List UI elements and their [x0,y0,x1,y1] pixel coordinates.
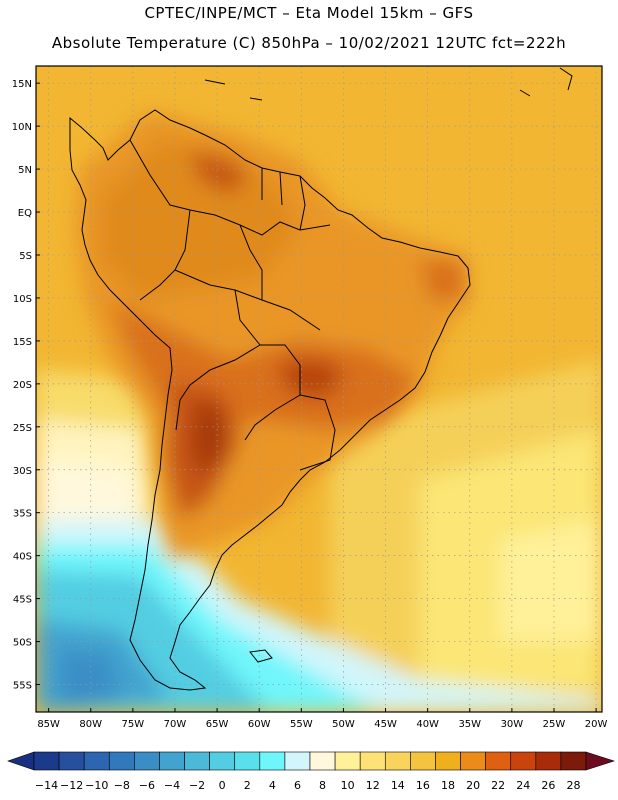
colorbar-swatch [334,751,361,771]
colorbar: −14 −12 −10 −8 −6 −4 −2 0 2 4 6 8 10 12 14 16 18 20 22 24 26… [7,751,615,792]
colorbar-low-arrow [7,751,35,771]
map-title-line1: CPTEC/INPE/MCT – Eta Model 15km – GFS [144,4,474,22]
falklands [249,649,273,663]
colorbar-label: −14 [35,779,58,792]
lat-label: 55S [13,681,32,692]
colorbar-swatch [460,751,486,771]
colorbar-label: 16 [416,779,430,792]
temperature-map: 15N 10N 5N EQ 5S 10S 15S 20S 25S 30S 35S 40S 45S 50S 5… [12,65,608,730]
lat-label: 50S [13,638,32,649]
colorbar-swatch [410,751,436,771]
colorbar-label: −2 [189,779,205,792]
lat-label: 20S [13,380,32,391]
colorbar-label: 8 [319,779,326,792]
colorbar-label: 20 [466,779,480,792]
lat-label: 35S [13,509,32,520]
lon-label: 20W [585,719,608,730]
colorbar-boxes [7,751,615,771]
colorbar-swatch [83,751,110,771]
lon-label: 25W [543,719,566,730]
colorbar-swatch [435,751,461,771]
colorbar-label: 22 [491,779,505,792]
colorbar-swatch [384,751,411,771]
lon-label: 80W [79,719,102,730]
colorbar-label: 28 [566,779,580,792]
colorbar-label: 10 [341,779,355,792]
colorbar-swatch [108,751,135,771]
colorbar-label: 0 [219,779,226,792]
lat-label: 40S [13,552,32,563]
colorbar-label: −8 [114,779,130,792]
colorbar-swatch [560,751,587,771]
lat-label: 5N [18,165,32,176]
colorbar-swatch [535,751,562,771]
colorbar-swatch [134,751,160,771]
colorbar-label: 14 [391,779,405,792]
lat-label: 5S [19,251,32,262]
lon-label: 55W [290,719,313,730]
lon-label: 50W [332,719,355,730]
colorbar-label: −6 [139,779,155,792]
lat-label: 15N [12,79,32,90]
colorbar-swatch [359,751,386,771]
lon-label: 65W [206,719,229,730]
colorbar-label: 26 [541,779,555,792]
colorbar-label: 6 [294,779,301,792]
lat-label: 30S [13,466,32,477]
colorbar-label: 2 [244,779,251,792]
colorbar-label: 24 [516,779,530,792]
lat-label: 15S [13,337,32,348]
colorbar-high-arrow [585,751,615,771]
colorbar-label: 12 [366,779,380,792]
colorbar-label: 4 [269,779,276,792]
colorbar-swatch [510,751,537,771]
coastline-borders [69,67,573,691]
colorbar-label: −4 [164,779,180,792]
lat-label: EQ [18,208,32,219]
colorbar-swatch [58,751,85,771]
colorbar-swatch [259,751,286,771]
colorbar-swatch [234,751,261,771]
lon-label: 70W [164,719,187,730]
lon-label: 85W [37,719,60,730]
colorbar-swatch [485,751,512,771]
colorbar-label: −10 [85,779,108,792]
lat-label: 25S [13,423,32,434]
map-frame [35,65,603,713]
temperature-field [36,66,602,712]
lat-label: 10N [12,122,32,133]
colorbar-swatch [33,751,60,771]
map-title-line2: Absolute Temperature (C) 850hPa – 10/02/… [51,34,567,52]
colorbar-swatch [159,751,185,771]
colorbar-label: −12 [60,779,83,792]
colorbar-swatch [184,751,210,771]
colorbar-swatch [209,751,236,771]
colorbar-label: 18 [441,779,455,792]
lon-label: 75W [122,719,145,730]
country-borders [129,139,336,471]
lon-label: 60W [248,719,271,730]
lon-label: 45W [374,719,397,730]
longitude-labels: 85W 80W 75W 70W 65W 60W 55W 50W 45W 40W 35W 30W 25W 2… [37,708,608,730]
colorbar-swatch [284,751,311,771]
latitude-labels: 15N 10N 5N EQ 5S 10S 15S 20S 25S 30S 35S 40S 45S 50S 5… [12,79,40,692]
colorbar-swatch [309,751,336,771]
colorbar-labels: −14 −12 −10 −8 −6 −4 −2 0 2 4 6 8 10 12 14 16 18 20 22 24 26… [35,779,581,792]
lon-label: 30W [501,719,524,730]
lon-label: 35W [458,719,481,730]
lat-label: 10S [13,294,32,305]
lon-label: 40W [416,719,439,730]
lat-label: 45S [13,595,32,606]
caribbean-islands [204,67,573,101]
